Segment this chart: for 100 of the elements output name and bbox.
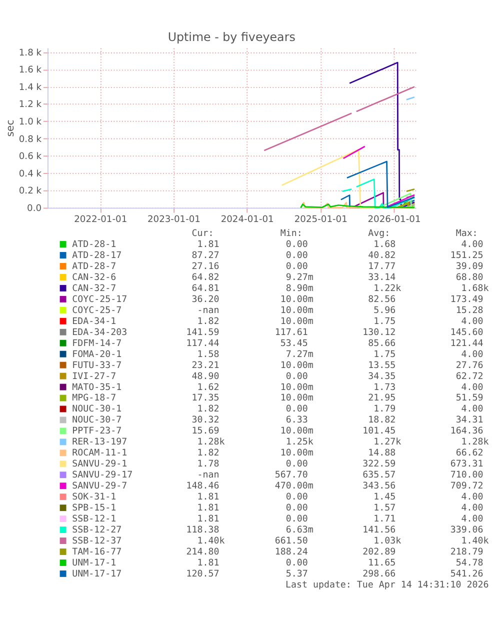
legend-label: ATD-28-1 (72, 240, 116, 250)
legend-label: PPTF-23-7 (72, 426, 122, 437)
legend-label: MATO-35-1 (72, 382, 122, 393)
text: 0.00 (286, 460, 308, 470)
text: 121.44 (450, 338, 484, 349)
text: 141.59 (186, 328, 220, 338)
x-tick-label: 2023-01-01 (147, 214, 200, 225)
text: Avg: (368, 229, 390, 240)
text: 4.00 (461, 382, 484, 393)
legend-label: SANVU-29-1 (72, 460, 128, 470)
text: 1.28k (461, 438, 490, 448)
text: 635.57 (362, 470, 396, 481)
text: 1.78 (197, 460, 220, 470)
y-tick-label: 0.4 k (18, 169, 42, 180)
text: 87.27 (192, 250, 220, 261)
text: 145.60 (450, 328, 484, 338)
text: 10.00m (280, 316, 314, 327)
legend-label: SSB-12-1 (72, 514, 116, 525)
text: 1.62 (197, 382, 220, 393)
text: 10.00m (280, 360, 314, 371)
text: 13.55 (368, 360, 396, 371)
text: 54.78 (456, 558, 484, 568)
y-axis-title: sec (5, 120, 16, 137)
text: 567.70 (274, 470, 308, 481)
text: 709.72 (450, 482, 484, 492)
text: 5.37 (286, 569, 308, 580)
text: Last update: Tue Apr 14 14:31:10 2026 (285, 580, 489, 590)
text: 10.00m (280, 294, 314, 305)
text: 0.00 (286, 514, 308, 525)
text: 5.96 (374, 306, 396, 316)
text: 1.82 (197, 448, 220, 459)
text: 0.00 (286, 558, 308, 568)
text: 1.81 (197, 514, 220, 525)
legend-label: MPG-18-7 (72, 394, 116, 404)
text: Max: (456, 229, 478, 240)
y-tick-label: 1.6 k (18, 66, 42, 76)
text: 10.00m (280, 394, 314, 404)
text: 4.00 (461, 350, 484, 360)
text: 1.82 (197, 316, 220, 327)
text: 6.63m (286, 526, 314, 536)
text: 34.31 (456, 416, 484, 426)
legend-label: FOMA-20-1 (72, 350, 122, 360)
text: 85.66 (368, 338, 396, 349)
legend-label: NOUC-30-7 (72, 416, 122, 426)
x-tick-label: 2026-01-01 (368, 214, 421, 225)
text: 1.58 (197, 350, 220, 360)
text: 17.77 (368, 262, 396, 272)
legend-label: FDFM-14-7 (72, 338, 122, 349)
text: 202.89 (362, 547, 396, 558)
text: 1.45 (374, 492, 396, 503)
text: 322.59 (362, 460, 396, 470)
chart-title: Uptime - by fiveyears (168, 30, 296, 44)
text: 1.81 (197, 558, 220, 568)
text: 1.82 (197, 404, 220, 415)
legend-label: FUTU-33-7 (72, 360, 122, 371)
legend-label: UNM-17-17 (72, 569, 122, 580)
legend-label: IVI-27-7 (72, 372, 116, 382)
text: 541.26 (450, 569, 484, 580)
text: 4.00 (461, 404, 484, 415)
text: 18.82 (368, 416, 396, 426)
text: 173.49 (450, 294, 484, 305)
text: 51.59 (456, 394, 484, 404)
text: 1.40k (461, 536, 490, 547)
text: 27.76 (456, 360, 484, 371)
text: 1.79 (374, 404, 396, 415)
text: 0.00 (286, 492, 308, 503)
text: 214.80 (186, 547, 220, 558)
text: 9.27m (286, 272, 314, 283)
text: 1.81 (197, 492, 220, 503)
legend-label: EDA-34-203 (72, 328, 128, 338)
text: 710.00 (450, 470, 484, 481)
text: 11.65 (368, 558, 396, 568)
text: 34.35 (368, 372, 396, 382)
text: 130.12 (362, 328, 396, 338)
text: 0.00 (286, 404, 308, 415)
y-tick-label: 1.0 k (18, 117, 42, 128)
legend-label: SSB-12-37 (72, 536, 122, 547)
text: 1.75 (374, 316, 396, 327)
text: 141.56 (362, 526, 396, 536)
legend-label: ATD-28-7 (72, 262, 116, 272)
text: 21.95 (368, 394, 396, 404)
text: 470.00m (274, 482, 314, 492)
text: -nan (197, 470, 220, 481)
legend-label: COYC-25-17 (72, 294, 128, 305)
text: 4.00 (461, 514, 484, 525)
text: 53.45 (280, 338, 308, 349)
text: 15.28 (456, 306, 484, 316)
legend-label: SSB-12-27 (72, 526, 122, 536)
text: 39.09 (456, 262, 484, 272)
text: 4.00 (461, 504, 484, 514)
text: 8.90m (286, 284, 314, 294)
y-tick-label: 0.0 (27, 204, 42, 214)
text: 117.44 (186, 338, 220, 349)
text: Cur: (192, 229, 214, 240)
text: Min: (280, 229, 302, 240)
text: 148.46 (186, 482, 220, 492)
text: 48.90 (192, 372, 220, 382)
text: -nan (197, 306, 220, 316)
text: 4.00 (461, 492, 484, 503)
y-tick-label: 0.6 k (18, 152, 42, 162)
